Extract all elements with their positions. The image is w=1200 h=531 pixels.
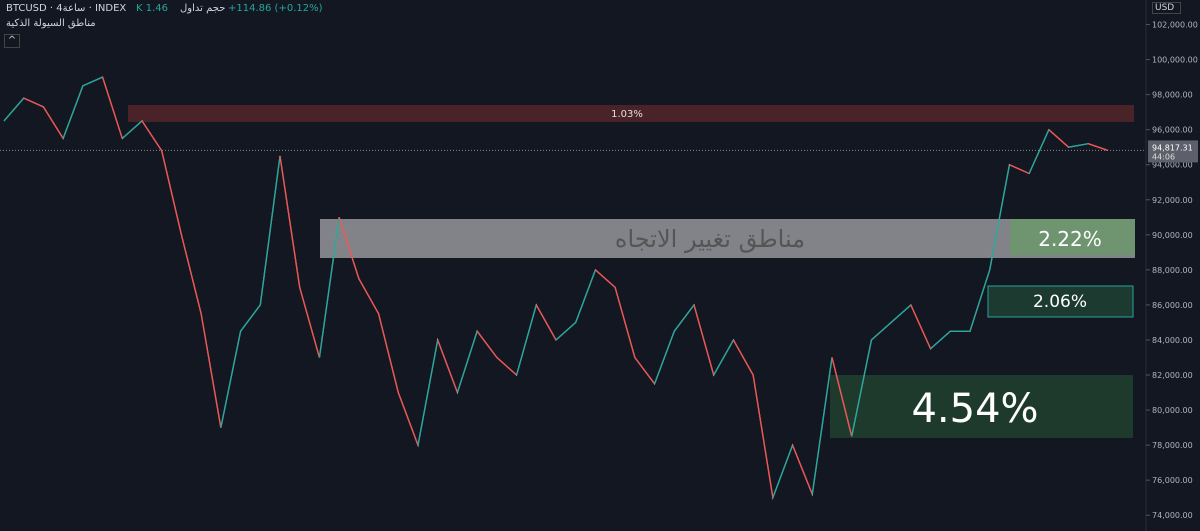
candle-move [772,444,794,498]
candle-move [890,304,912,323]
candle-move [318,217,340,358]
candle-move [23,97,44,108]
candle-move [180,234,202,314]
y-tick-label: 100,000.00 [1152,56,1198,65]
candle-move [220,331,242,428]
zone-1-label: 2.22% [1038,227,1102,251]
y-tick-label: 84,000.00 [1152,336,1193,345]
candle-move [673,304,695,332]
candle-move [476,330,498,358]
zone-top [128,105,1134,122]
zone-3-label: 4.54% [911,386,1038,432]
countdown: 44:06 [1152,152,1175,161]
y-tick-label: 92,000.00 [1152,196,1193,205]
candle-move [910,304,932,350]
y-tick-label: 96,000.00 [1152,126,1193,135]
candle-move [200,313,222,428]
change: +114.86 (+0.12%) [228,3,323,14]
candle-move [614,287,636,358]
candle-move [693,304,715,376]
y-tick-label: 98,000.00 [1152,91,1193,100]
y-tick-label: 88,000.00 [1152,266,1193,275]
candle-move [1009,164,1030,175]
candle-move [1048,129,1070,148]
candle-move [831,357,853,437]
candle-move [575,269,597,323]
y-tick-label: 90,000.00 [1152,231,1193,240]
zone-1 [1010,219,1135,255]
candle-move [456,331,478,393]
candle-move [594,269,616,288]
candle-move [535,304,557,341]
candle-move [161,150,183,235]
symbol: BTCUSD · 4ساعة · INDEX [6,3,127,14]
candle-move [62,85,84,139]
zone-top-label: 1.03% [611,109,643,120]
candle-move [338,217,360,279]
candle-move [358,278,380,315]
candle-move [141,120,163,152]
candle-move [279,155,301,288]
candle-move [653,330,675,385]
candle-move [851,339,873,437]
candle-move [121,120,143,139]
candle-move [713,339,735,376]
candle-move [732,339,754,376]
candle-move [791,444,813,495]
indicator: مناطق السيولة الذكية [6,18,96,29]
candle-move [969,269,991,332]
candle-move [82,76,103,87]
collapse-button[interactable]: ^ [4,34,20,48]
candle-move [515,304,537,376]
candle-move [930,330,951,350]
y-tick-label: 78,000.00 [1152,441,1193,450]
candle-move [377,313,399,393]
volume-label: حجم تداول [180,3,226,14]
y-tick-label: 82,000.00 [1152,371,1193,380]
currency[interactable]: USD [1152,2,1182,14]
candle-move [299,287,321,358]
candle-move [240,304,261,332]
candle-move [101,76,123,139]
candle-move [1088,143,1109,152]
last-price: 94,817.31 [1152,143,1193,152]
candle-move [42,106,64,139]
zone-2-label: 2.06% [1033,292,1087,312]
y-tick-label: 86,000.00 [1152,301,1193,310]
y-tick-label: 80,000.00 [1152,406,1193,415]
candle-move [496,356,518,376]
candle-move [417,339,439,446]
volume: K 1.46 [136,3,169,14]
y-tick-label: 74,000.00 [1152,511,1193,520]
candle-move [811,357,833,495]
zone-reversal-label: مناطق تغيير الاتجاه [615,225,805,253]
y-tick-label: 102,000.00 [1152,21,1198,30]
candle-move [1028,129,1050,174]
candle-move [989,164,1011,271]
candle-move [634,357,656,385]
candle-move [437,339,459,393]
candle-move [555,321,577,341]
y-tick-label: 94,000.00 [1152,161,1193,170]
candle-move [3,97,25,122]
candle-move [870,321,892,341]
zone-3 [830,375,1133,438]
candle-move [259,155,281,306]
candle-move [1068,143,1089,148]
zone-2 [987,285,1134,318]
y-tick-label: 76,000.00 [1152,476,1193,485]
zone-reversal [320,219,1135,258]
candle-move [752,374,774,498]
last-price-tag [1148,140,1198,163]
candle-move [397,392,419,446]
